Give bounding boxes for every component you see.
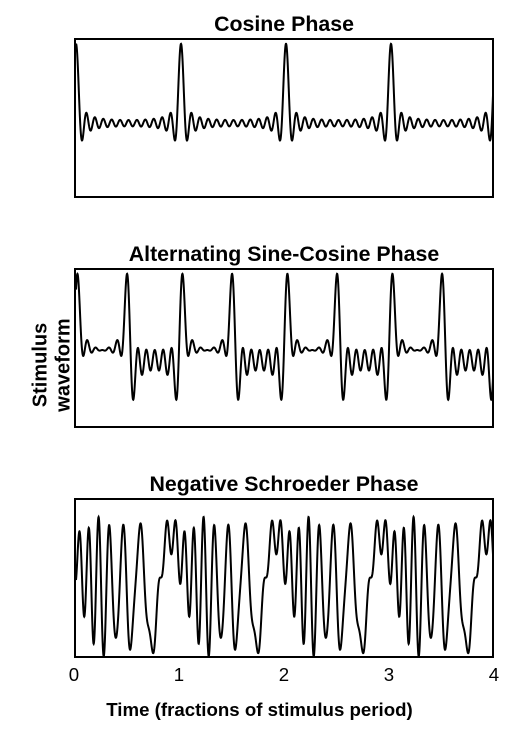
x-tick: 3	[384, 664, 394, 686]
x-axis-label: Time (fractions of stimulus period)	[0, 699, 519, 721]
waveform-svg	[76, 500, 494, 658]
x-tick: 4	[489, 664, 499, 686]
panel-title: Cosine Phase	[74, 12, 494, 37]
plot-box	[74, 268, 494, 428]
waveform-path	[76, 274, 494, 400]
figure: Stimuluswaveform Time (fractions of stim…	[0, 0, 519, 729]
x-tick: 1	[174, 664, 184, 686]
y-axis-label: Stimuluswaveform	[30, 318, 76, 411]
x-tick: 0	[69, 664, 79, 686]
plot-box	[74, 38, 494, 198]
waveform-svg	[76, 270, 494, 428]
panel-schroeder: Negative Schroeder Phase	[74, 498, 494, 658]
waveform-path	[76, 517, 494, 656]
plot-box	[74, 498, 494, 658]
waveform-path	[76, 44, 494, 141]
panel-title: Alternating Sine-Cosine Phase	[74, 242, 494, 267]
panel-cosine: Cosine Phase	[74, 38, 494, 198]
panel-title: Negative Schroeder Phase	[74, 472, 494, 497]
x-tick: 2	[279, 664, 289, 686]
panel-altsc: Alternating Sine-Cosine Phase	[74, 268, 494, 428]
waveform-svg	[76, 40, 494, 198]
